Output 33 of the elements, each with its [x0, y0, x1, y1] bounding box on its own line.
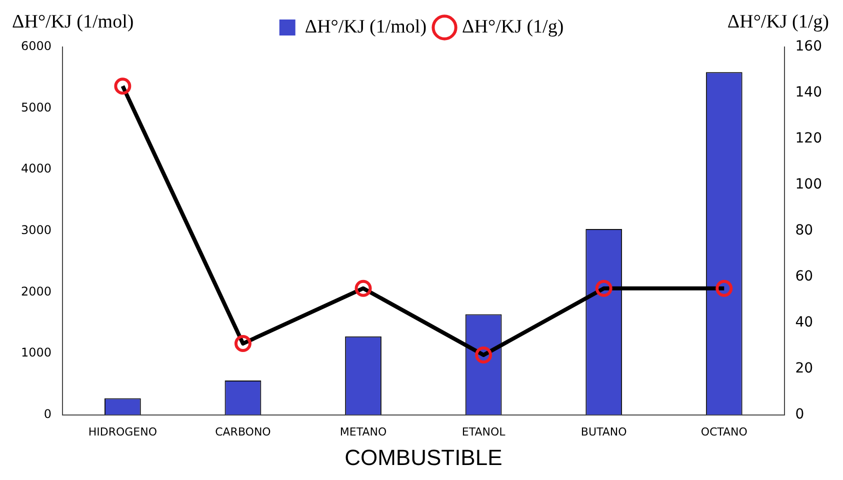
y2-tick-label: 100: [795, 176, 822, 193]
y2-tick-label: 40: [795, 314, 814, 330]
legend-label: ΔH°/KJ (1/mol): [304, 16, 427, 38]
point: [595, 280, 612, 297]
y2-tick-label: 0: [795, 406, 804, 422]
y2-tick-label: 140: [795, 84, 822, 101]
point: [114, 78, 132, 95]
y-tick-label: 5000: [20, 100, 52, 114]
y2-tick-label: 160: [795, 38, 822, 55]
point: [475, 346, 492, 364]
y-tick-label: 6000: [20, 39, 52, 54]
point: [234, 335, 252, 352]
y-tick-label: 0: [44, 406, 52, 421]
y2-tick-label: 120: [795, 130, 822, 147]
y2-tick-label: 20: [795, 360, 814, 376]
y-tick-label: 1000: [20, 346, 52, 360]
x-axis-title: COMBUSTIBLE: [344, 445, 502, 470]
x-tick-label: CARBONO: [215, 425, 272, 438]
y2-tick-label: 80: [795, 222, 814, 239]
x-tick-label: METANO: [340, 425, 387, 438]
y2-tick-label: 60: [795, 268, 814, 285]
y2-axis-title: ΔH°/KJ (1/g): [727, 11, 829, 32]
point: [716, 280, 733, 297]
y-axis-title: ΔH°/KJ (1/mol): [12, 11, 134, 32]
y-tick-label: 2000: [20, 284, 52, 298]
x-tick-label: HIDROGENO: [88, 425, 158, 438]
x-tick-label: BUTANO: [580, 425, 628, 438]
x-tick-label: ETANOL: [462, 425, 506, 438]
x-tick-label: OCTANO: [700, 425, 748, 438]
legend-label: ΔH°/KJ (1/g): [462, 16, 564, 38]
y-tick-label: 4000: [20, 162, 52, 176]
point: [354, 280, 372, 297]
y-tick-label: 3000: [20, 223, 52, 238]
